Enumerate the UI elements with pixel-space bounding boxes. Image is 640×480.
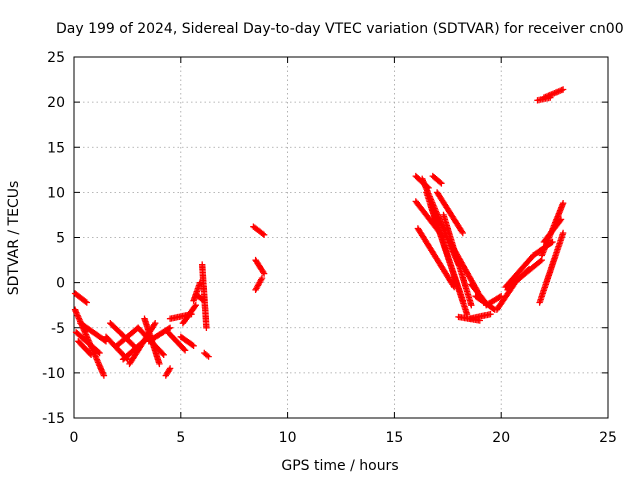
data-point-arc — [145, 324, 174, 345]
data-point-arc — [429, 172, 445, 187]
y-tick-label: 0 — [56, 276, 65, 292]
y-tick-labels: -15 -10 -5 0 5 10 15 20 25 — [42, 50, 65, 427]
ticks — [73, 56, 609, 419]
series-arc-3 — [162, 261, 212, 379]
data-point-arc — [250, 223, 268, 238]
data-point-arc — [502, 252, 537, 291]
data-point-arc — [540, 86, 567, 101]
chart-title: Day 199 of 2024, Sidereal Day-to-day VTE… — [56, 21, 624, 37]
data-point-arc — [162, 365, 174, 379]
data-point-arc — [433, 189, 466, 237]
y-axis-label: SDTVAR / TECUs — [6, 181, 22, 296]
x-axis-label: GPS time / hours — [281, 458, 398, 474]
grid — [74, 57, 608, 418]
y-tick-label: -5 — [51, 321, 65, 337]
data-point-arc — [177, 333, 197, 349]
x-tick-label: 5 — [176, 430, 185, 446]
data-point-arc — [414, 225, 458, 291]
y-tick-label: 20 — [47, 95, 65, 111]
y-tick-label: 10 — [47, 185, 65, 201]
x-tick-label: 25 — [599, 430, 617, 446]
y-tick-label: -15 — [42, 411, 65, 427]
data-points — [71, 86, 567, 379]
data-point-arc — [468, 281, 488, 304]
data-point-arc — [179, 302, 199, 327]
series-arc-4 — [250, 223, 268, 293]
x-tick-label: 0 — [70, 430, 79, 446]
x-tick-label: 10 — [279, 430, 297, 446]
x-tick-label: 15 — [385, 430, 403, 446]
x-tick-label: 20 — [492, 430, 510, 446]
data-point-arc — [536, 229, 567, 306]
series-arc-1 — [71, 290, 110, 379]
data-point-arc — [71, 290, 90, 306]
data-point-arc — [190, 279, 204, 304]
data-point-arc — [540, 216, 565, 246]
series-arc-7 — [502, 86, 567, 306]
data-point-arc — [510, 256, 545, 286]
y-tick-label: 5 — [56, 231, 65, 247]
data-point-arc — [201, 349, 212, 360]
data-point-arc — [252, 256, 268, 277]
series-arc-5 — [412, 172, 481, 318]
series-arc-6 — [455, 265, 533, 324]
data-point-arc — [75, 338, 95, 358]
y-tick-label: 15 — [47, 140, 65, 156]
data-point-arc — [483, 293, 505, 309]
data-point-arc — [164, 329, 189, 354]
data-point-arc — [466, 311, 494, 322]
x-tick-labels: 0 5 10 15 20 25 — [70, 430, 617, 446]
y-tick-label: -10 — [42, 366, 65, 382]
data-point-arc — [427, 202, 471, 318]
series-arc-2 — [102, 315, 174, 368]
data-point-arc — [199, 261, 210, 331]
data-point-arc — [77, 320, 110, 345]
data-point-arc — [252, 274, 266, 293]
y-tick-label: 25 — [47, 50, 65, 66]
data-point-arc — [72, 329, 103, 357]
